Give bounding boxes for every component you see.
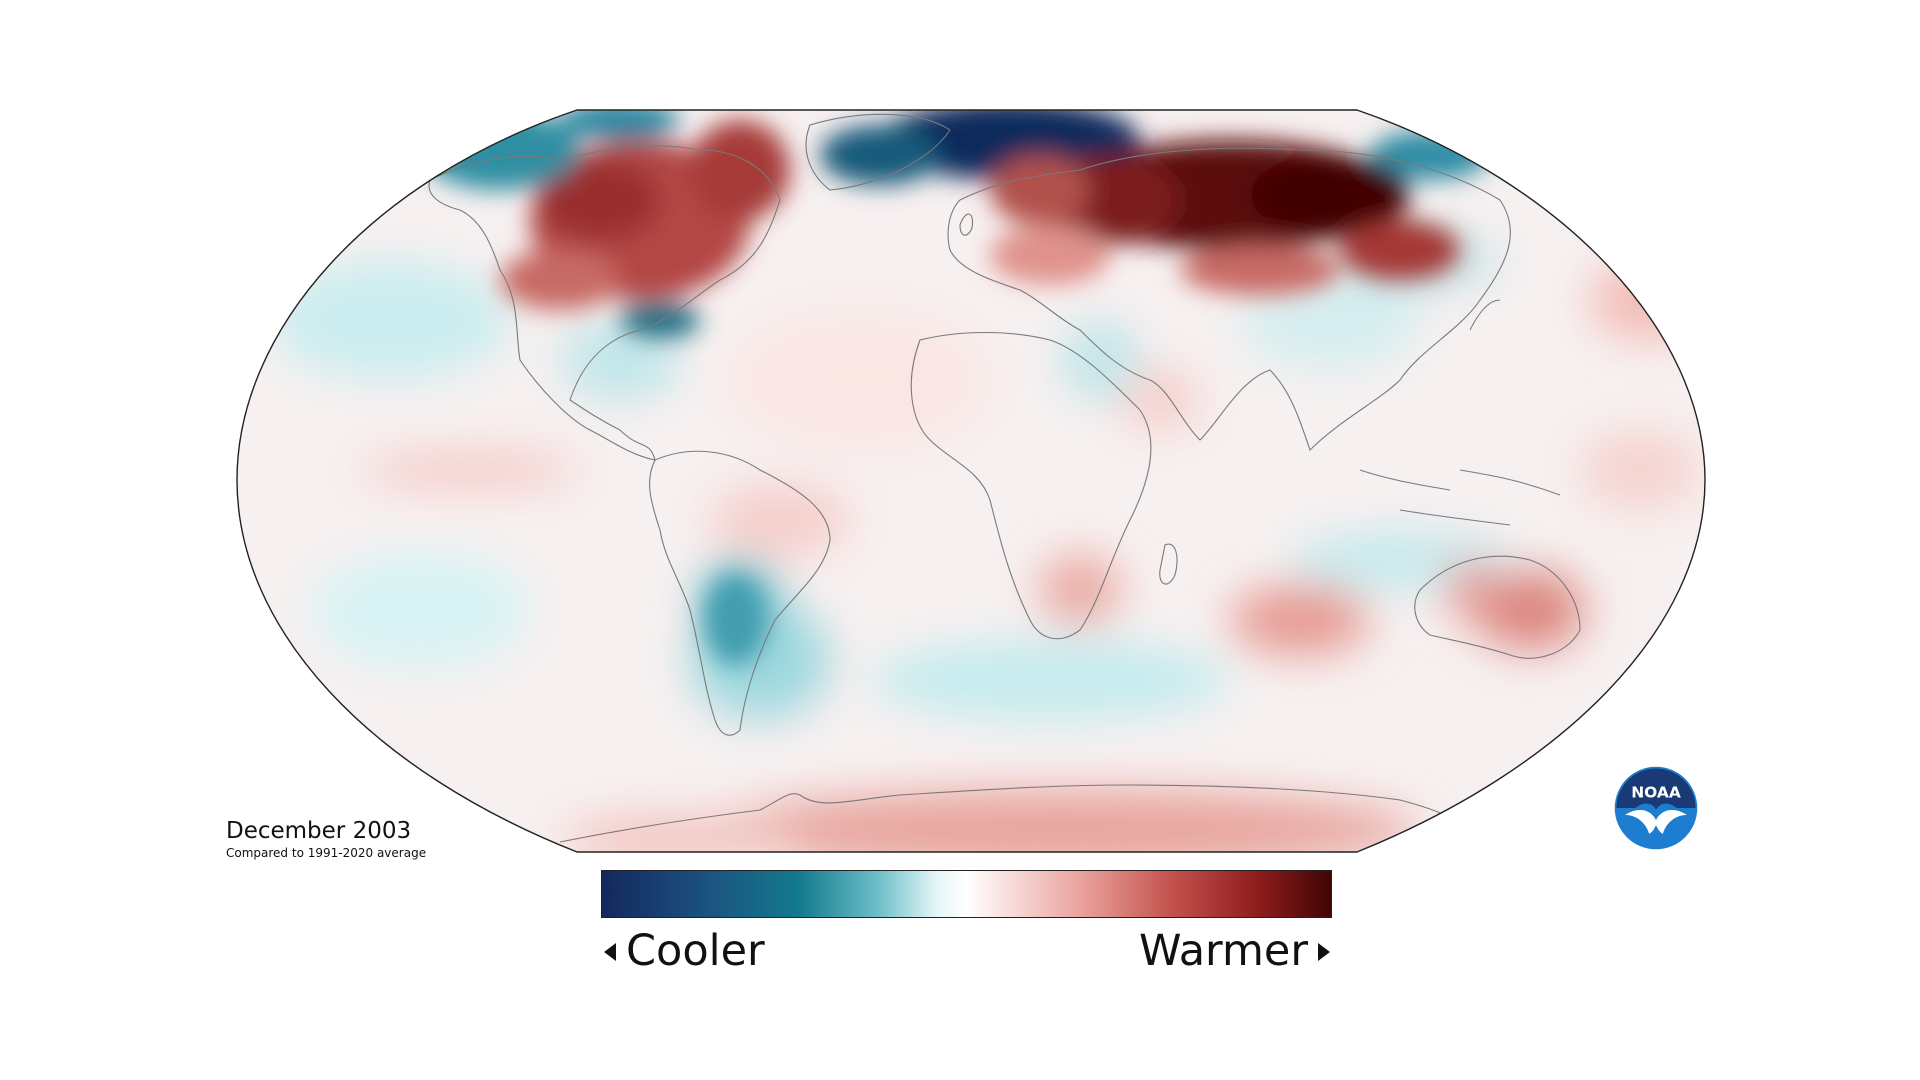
legend-cooler-label: Cooler [604, 930, 765, 973]
color-scale-bar [601, 870, 1332, 918]
arrow-left-icon [604, 942, 616, 961]
globe-outline [236, 109, 1706, 853]
legend-warmer-text: Warmer [1138, 926, 1308, 976]
anomaly-field [237, 110, 1705, 852]
legend-warmer-label: Warmer [1139, 930, 1330, 973]
noaa-logo-text: NOAA [1631, 784, 1681, 802]
map-date-subtitle: Compared to 1991-2020 average [226, 846, 427, 860]
legend-cooler-text: Cooler [626, 926, 765, 976]
arrow-right-icon [1318, 942, 1330, 961]
map-date-title: December 2003 [226, 818, 412, 844]
noaa-logo-icon: NOAA [1614, 766, 1698, 850]
